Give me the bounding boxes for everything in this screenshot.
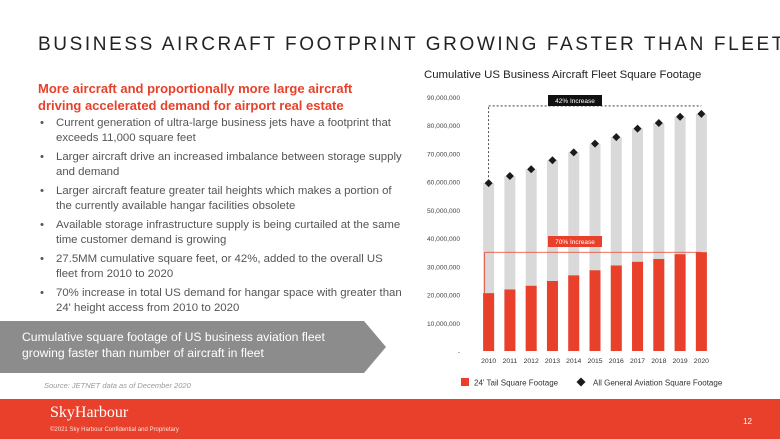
aviation-footage-marker (697, 109, 706, 118)
copyright-text: ©2021 Sky Harbour Confidential and Propr… (50, 427, 179, 433)
bullet-dot: • (40, 117, 44, 129)
y-tick-label: 60,000,000 (427, 180, 460, 187)
tail-footage-bar (674, 254, 686, 351)
total-footprint-bar (589, 143, 601, 351)
bullet-text: 70% increase in total US demand for hang… (56, 287, 402, 314)
total-footprint-bar (525, 169, 537, 351)
total-footprint-bar (674, 116, 686, 351)
bullet-item: • Current generation of ultra-large busin… (38, 116, 406, 146)
legend-aviation-label: All General Aviation Square Footage (593, 379, 723, 388)
tail-footage-bar (653, 258, 665, 351)
annotation-70-box (548, 236, 602, 247)
bullet-dot: • (40, 185, 44, 197)
bullet-item: • 27.5MM cumulative square feet, or 42%, … (38, 252, 406, 282)
tail-footage-bar (546, 281, 558, 351)
bullet-dot: • (40, 151, 44, 163)
bullet-item: • 70% increase in total US demand for han… (38, 286, 406, 316)
footer-bar (0, 399, 780, 439)
total-footprint-bar (483, 183, 495, 351)
aviation-footage-marker (633, 124, 642, 133)
aviation-footage-marker (484, 179, 493, 188)
aviation-footage-marker (676, 112, 685, 121)
y-tick-label: 80,000,000 (427, 123, 460, 130)
aviation-footage-marker (591, 139, 599, 148)
x-tick-label: 2011 (503, 358, 518, 365)
legend-aviation-marker (576, 377, 586, 387)
total-footprint-bar (546, 160, 558, 351)
total-footprint-bar (568, 152, 580, 351)
bullet-dot: • (40, 219, 44, 231)
annotation-42-box (548, 95, 602, 106)
x-tick-label: 2020 (694, 358, 709, 365)
y-tick-label: 90,000,000 (427, 95, 460, 102)
bullet-item: • Available storage infrastructure supply… (38, 218, 406, 248)
y-tick-label: 40,000,000 (427, 236, 460, 243)
x-tick-label: 2018 (651, 358, 666, 365)
x-tick-label: 2017 (630, 358, 645, 365)
bullet-item: • Larger aircraft drive an increased imba… (38, 150, 406, 180)
bullet-text: Current generation of ultra-large busine… (56, 117, 391, 144)
bullet-text: 27.5MM cumulative square feet, or 42%, a… (56, 253, 383, 280)
page-subtitle: More aircraft and proportionally more la… (38, 81, 353, 113)
callout-text: Cumulative square footage of US business… (22, 330, 325, 360)
tail-footage-bar (483, 293, 495, 351)
total-footprint-bar (653, 122, 665, 351)
x-tick-label: 2015 (587, 358, 602, 365)
tail-footage-bar (610, 265, 622, 351)
total-footprint-bar (504, 176, 516, 351)
legend-tail-swatch (461, 378, 469, 386)
total-footprint-bar (610, 137, 622, 351)
tail-footage-bar (568, 275, 580, 351)
y-tick-label: 20,000,000 (427, 293, 460, 300)
total-footprint-bar (632, 128, 644, 351)
tail-footage-bar (589, 270, 601, 351)
page-title: BUSINESS AIRCRAFT FOOTPRINT GROWING FAST… (38, 34, 780, 55)
tail-footage-bar (504, 289, 516, 351)
tail-footage-bar (632, 261, 644, 351)
bullet-item: • Larger aircraft feature greater tail he… (38, 184, 406, 214)
tail-footage-bar (525, 285, 537, 351)
callout-arrow-shape (0, 321, 386, 373)
x-tick-label: 2013 (545, 358, 560, 365)
bullet-text: Larger aircraft feature greater tail hei… (56, 185, 392, 212)
y-tick-label: 50,000,000 (427, 208, 460, 215)
aviation-footage-marker (654, 118, 663, 127)
tail-footage-bar (695, 252, 707, 351)
bullet-list: • Current generation of ultra-large busin… (38, 116, 406, 320)
aviation-footage-marker (612, 133, 621, 142)
aviation-footage-marker (505, 172, 514, 181)
callout-banner: Cumulative square footage of US business… (0, 321, 386, 373)
x-tick-label: 2019 (673, 358, 688, 365)
x-tick-label: 2014 (566, 358, 581, 365)
bullet-text: Larger aircraft drive an increased imbal… (56, 151, 402, 178)
total-footprint-bar (695, 113, 707, 351)
x-tick-label: 2012 (524, 358, 539, 365)
page-number: 12 (743, 417, 752, 426)
bullet-text: Available storage infrastructure supply … (56, 219, 401, 246)
aviation-footage-marker (569, 148, 578, 157)
y-tick-label: - (458, 349, 460, 356)
fleet-square-footage-chart: Cumulative US Business Aircraft Fleet Sq… (424, 69, 723, 388)
annotation-42-label: 42% Increase (555, 98, 595, 105)
y-tick-label: 70,000,000 (427, 151, 460, 158)
x-tick-label: 2010 (481, 358, 496, 365)
source-note: Source: JETNET data as of December 2020 (44, 381, 191, 390)
chart-title: Cumulative US Business Aircraft Fleet Sq… (424, 69, 701, 81)
y-tick-label: 10,000,000 (427, 321, 460, 328)
aviation-footage-marker (548, 156, 557, 165)
bullet-dot: • (40, 253, 44, 265)
company-logo: SkyHarbour (50, 404, 129, 421)
x-tick-label: 2016 (609, 358, 624, 365)
bullet-dot: • (40, 287, 44, 299)
legend-tail-label: 24' Tail Square Footage (474, 379, 559, 388)
aviation-footage-marker (527, 165, 536, 174)
y-tick-label: 30,000,000 (427, 264, 460, 271)
annotation-70-label: 70% Increase (555, 239, 595, 246)
